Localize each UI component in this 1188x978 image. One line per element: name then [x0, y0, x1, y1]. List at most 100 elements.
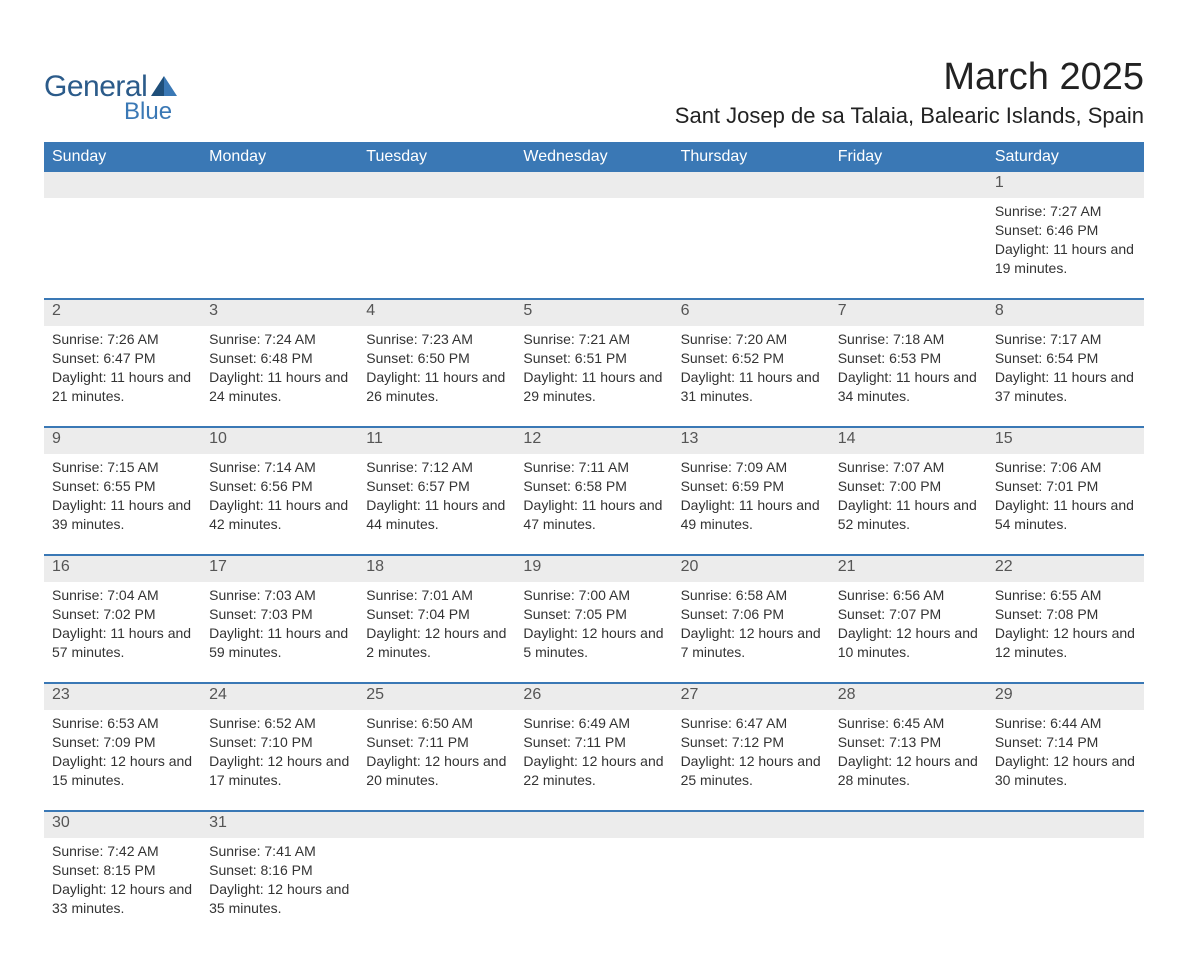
day-detail-cell	[515, 198, 672, 299]
header: General Blue March 2025 Sant Josep de sa…	[44, 40, 1144, 130]
sunrise-text: Sunrise: 7:17 AM	[995, 330, 1136, 349]
day-detail-cell: Sunrise: 7:06 AMSunset: 7:01 PMDaylight:…	[987, 454, 1144, 555]
day-detail-cell: Sunrise: 6:47 AMSunset: 7:12 PMDaylight:…	[673, 710, 830, 811]
sunrise-text: Sunrise: 6:53 AM	[52, 714, 193, 733]
day-detail-cell: Sunrise: 7:03 AMSunset: 7:03 PMDaylight:…	[201, 582, 358, 683]
week-daynum-row: 1	[44, 172, 1144, 198]
daylight-text: Daylight: 11 hours and 44 minutes.	[366, 496, 507, 534]
day-detail-cell	[830, 198, 987, 299]
sunset-text: Sunset: 7:05 PM	[523, 605, 664, 624]
day-detail-cell: Sunrise: 6:49 AMSunset: 7:11 PMDaylight:…	[515, 710, 672, 811]
sunset-text: Sunset: 7:06 PM	[681, 605, 822, 624]
day-number-cell: 14	[830, 427, 987, 454]
day-detail-cell: Sunrise: 7:12 AMSunset: 6:57 PMDaylight:…	[358, 454, 515, 555]
sunset-text: Sunset: 6:52 PM	[681, 349, 822, 368]
sunset-text: Sunset: 6:59 PM	[681, 477, 822, 496]
sunrise-text: Sunrise: 6:47 AM	[681, 714, 822, 733]
daylight-text: Daylight: 12 hours and 2 minutes.	[366, 624, 507, 662]
sunrise-text: Sunrise: 7:26 AM	[52, 330, 193, 349]
sunset-text: Sunset: 7:13 PM	[838, 733, 979, 752]
sunrise-text: Sunrise: 6:56 AM	[838, 586, 979, 605]
day-number-cell: 13	[673, 427, 830, 454]
day-number-cell	[673, 172, 830, 198]
sunset-text: Sunset: 6:47 PM	[52, 349, 193, 368]
day-detail-cell: Sunrise: 7:23 AMSunset: 6:50 PMDaylight:…	[358, 326, 515, 427]
day-number-cell: 8	[987, 299, 1144, 326]
daylight-text: Daylight: 12 hours and 20 minutes.	[366, 752, 507, 790]
sunrise-text: Sunrise: 7:07 AM	[838, 458, 979, 477]
day-detail-cell	[673, 198, 830, 299]
day-number-cell: 3	[201, 299, 358, 326]
sunrise-text: Sunrise: 7:21 AM	[523, 330, 664, 349]
calendar-header-row: Sunday Monday Tuesday Wednesday Thursday…	[44, 142, 1144, 172]
week-daynum-row: 9101112131415	[44, 427, 1144, 454]
day-number-cell: 5	[515, 299, 672, 326]
sunset-text: Sunset: 6:58 PM	[523, 477, 664, 496]
day-number-cell: 15	[987, 427, 1144, 454]
day-number-cell: 27	[673, 683, 830, 710]
daylight-text: Daylight: 11 hours and 34 minutes.	[838, 368, 979, 406]
day-detail-cell: Sunrise: 7:04 AMSunset: 7:02 PMDaylight:…	[44, 582, 201, 683]
day-number-cell: 21	[830, 555, 987, 582]
sunset-text: Sunset: 8:16 PM	[209, 861, 350, 880]
day-detail-cell: Sunrise: 7:15 AMSunset: 6:55 PMDaylight:…	[44, 454, 201, 555]
daylight-text: Daylight: 11 hours and 24 minutes.	[209, 368, 350, 406]
daylight-text: Daylight: 11 hours and 37 minutes.	[995, 368, 1136, 406]
col-monday: Monday	[201, 142, 358, 172]
day-detail-cell	[44, 198, 201, 299]
title-block: March 2025 Sant Josep de sa Talaia, Bale…	[675, 40, 1144, 129]
day-number-cell: 23	[44, 683, 201, 710]
logo-triangle-icon	[151, 76, 177, 96]
daylight-text: Daylight: 11 hours and 19 minutes.	[995, 240, 1136, 278]
sunset-text: Sunset: 6:53 PM	[838, 349, 979, 368]
day-number-cell: 28	[830, 683, 987, 710]
day-number-cell	[515, 172, 672, 198]
day-number-cell: 4	[358, 299, 515, 326]
daylight-text: Daylight: 11 hours and 42 minutes.	[209, 496, 350, 534]
sunrise-text: Sunrise: 7:11 AM	[523, 458, 664, 477]
col-tuesday: Tuesday	[358, 142, 515, 172]
col-wednesday: Wednesday	[515, 142, 672, 172]
sunset-text: Sunset: 7:00 PM	[838, 477, 979, 496]
daylight-text: Daylight: 12 hours and 5 minutes.	[523, 624, 664, 662]
week-detail-row: Sunrise: 7:26 AMSunset: 6:47 PM Daylight:…	[44, 326, 1144, 427]
col-saturday: Saturday	[987, 142, 1144, 172]
day-number-cell	[44, 172, 201, 198]
col-thursday: Thursday	[673, 142, 830, 172]
sunset-text: Sunset: 7:01 PM	[995, 477, 1136, 496]
day-number-cell: 30	[44, 811, 201, 838]
day-number-cell: 9	[44, 427, 201, 454]
sunset-text: Sunset: 7:09 PM	[52, 733, 193, 752]
day-detail-cell: Sunrise: 7:09 AMSunset: 6:59 PMDaylight:…	[673, 454, 830, 555]
daylight-text: Daylight: 12 hours and 12 minutes.	[995, 624, 1136, 662]
day-detail-cell: Sunrise: 6:58 AMSunset: 7:06 PMDaylight:…	[673, 582, 830, 683]
day-number-cell: 31	[201, 811, 358, 838]
week-detail-row: Sunrise: 7:27 AMSunset: 6:46 PMDaylight:…	[44, 198, 1144, 299]
sunrise-text: Sunrise: 7:00 AM	[523, 586, 664, 605]
sunset-text: Sunset: 7:08 PM	[995, 605, 1136, 624]
sunrise-text: Sunrise: 7:42 AM	[52, 842, 193, 861]
sunrise-text: Sunrise: 7:04 AM	[52, 586, 193, 605]
daylight-text: Daylight: 12 hours and 30 minutes.	[995, 752, 1136, 790]
daylight-text: Daylight: 12 hours and 33 minutes.	[52, 880, 193, 918]
day-number-cell: 6	[673, 299, 830, 326]
day-detail-cell: Sunrise: 7:24 AMSunset: 6:48 PMDaylight:…	[201, 326, 358, 427]
day-detail-cell: Sunrise: 7:17 AMSunset: 6:54 PMDaylight:…	[987, 326, 1144, 427]
daylight-text: Daylight: 11 hours and 47 minutes.	[523, 496, 664, 534]
sunset-text: Sunset: 7:11 PM	[523, 733, 664, 752]
sunset-text: Sunset: 6:50 PM	[366, 349, 507, 368]
daylight-text: Daylight: 12 hours and 22 minutes.	[523, 752, 664, 790]
location-title: Sant Josep de sa Talaia, Balearic Island…	[675, 103, 1144, 129]
day-number-cell: 19	[515, 555, 672, 582]
sunrise-text: Sunrise: 6:49 AM	[523, 714, 664, 733]
daylight-text: Daylight: 12 hours and 15 minutes.	[52, 752, 193, 790]
day-detail-cell: Sunrise: 6:56 AMSunset: 7:07 PMDaylight:…	[830, 582, 987, 683]
sunset-text: Sunset: 6:55 PM	[52, 477, 193, 496]
daylight-text: Daylight: 12 hours and 10 minutes.	[838, 624, 979, 662]
sunset-text: Sunset: 6:56 PM	[209, 477, 350, 496]
sunset-text: Sunset: 6:54 PM	[995, 349, 1136, 368]
sunrise-text: Sunrise: 6:52 AM	[209, 714, 350, 733]
day-detail-cell: Sunrise: 7:26 AMSunset: 6:47 PMDaylight:…	[44, 326, 201, 427]
day-number-cell: 20	[673, 555, 830, 582]
day-number-cell	[201, 172, 358, 198]
